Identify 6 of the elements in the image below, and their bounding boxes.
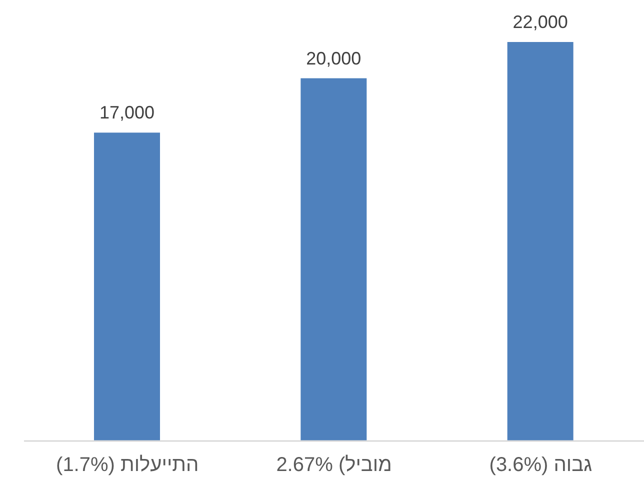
data-label: 20,000 [306, 48, 362, 68]
x-tick-label: התייעלות (1.7%) [56, 454, 199, 476]
x-tick-label: גבוה (3.6%) [489, 454, 592, 476]
data-label: 22,000 [512, 12, 568, 32]
data-label: 17,000 [99, 102, 155, 123]
x-tick-label: מוביל) 2.67% [276, 454, 392, 476]
